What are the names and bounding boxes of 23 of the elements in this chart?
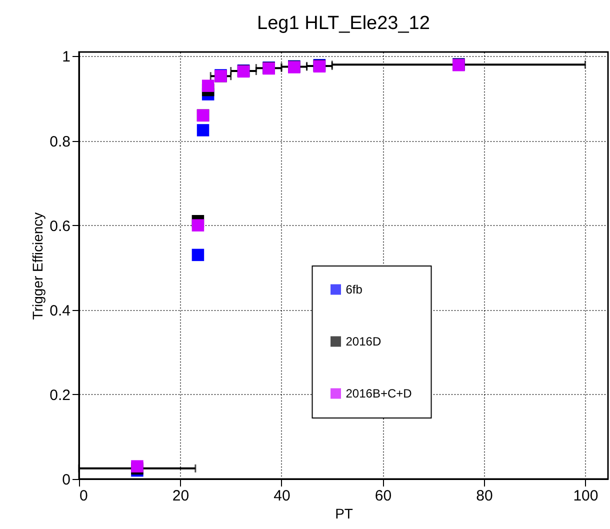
point xyxy=(192,248,204,262)
legend-label: 2016D xyxy=(346,334,382,348)
point xyxy=(131,460,144,472)
y-tick-label: 1 xyxy=(62,48,70,66)
y-tick-label: 0.6 xyxy=(50,218,70,235)
legend-label: 6fb xyxy=(346,282,363,296)
point xyxy=(196,124,210,136)
point xyxy=(202,80,214,92)
x-tick-label: 20 xyxy=(172,488,190,504)
x-tick-label: 0 xyxy=(80,488,88,504)
x-tick-label: 60 xyxy=(374,488,392,504)
y-tick-label: 0.4 xyxy=(50,302,70,320)
y-tick-label: 0.8 xyxy=(50,133,70,150)
x-tick-label: 40 xyxy=(274,488,290,504)
x-axis-title: PT xyxy=(335,506,354,522)
x-tick-label: 100 xyxy=(573,488,598,504)
point xyxy=(192,219,204,232)
y-axis-title: Trigger Efficiency xyxy=(30,212,46,320)
y-tick-label: 0.2 xyxy=(50,386,70,404)
x-tick-label: 80 xyxy=(476,488,493,504)
chart-title: Leg1 HLT_Ele23_12 xyxy=(257,13,430,34)
legend-label: 2016B+C+D xyxy=(346,386,412,400)
y-tick-label: 0 xyxy=(62,472,70,488)
